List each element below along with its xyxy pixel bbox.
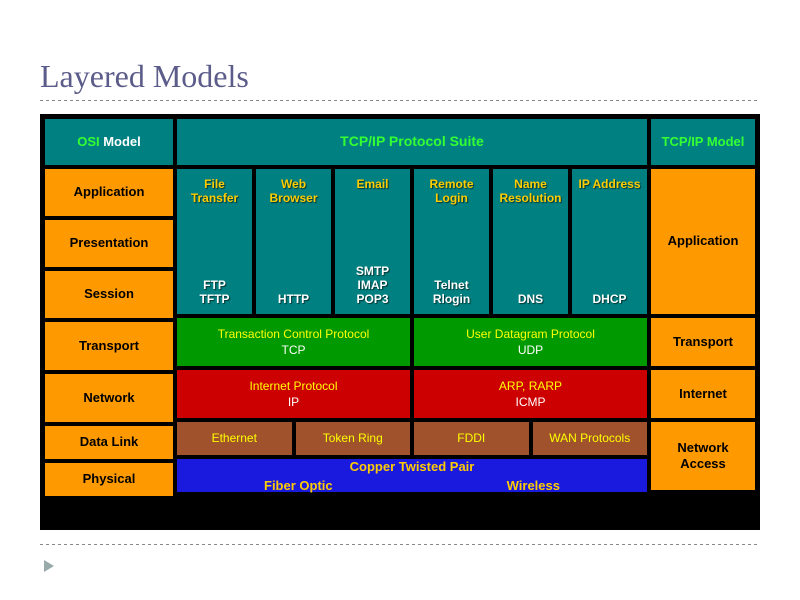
proto-ip-address: IP Address DHCP	[571, 168, 648, 315]
proto-token-ring: Token Ring	[295, 421, 412, 456]
tcpip-network-access: Network Access	[650, 421, 756, 491]
proto-ethernet: Ethernet	[176, 421, 293, 456]
suite-column: File Transfer FTP TFTP Web Browser HTTP …	[176, 168, 648, 526]
proto-email: Email SMTP IMAP POP3	[334, 168, 411, 315]
network-row: Internet Protocol IP ARP, RARP ICMP	[176, 369, 648, 419]
proto-remote-login: Remote Login Telnet Rlogin	[413, 168, 490, 315]
proto-fddi: FDDI	[413, 421, 530, 456]
proto-physical: Copper Twisted Pair Fiber Optic Wireless	[176, 458, 648, 493]
osi-column: Application Presentation Session Transpo…	[44, 168, 174, 526]
header-osi: OSI Model	[44, 118, 174, 166]
proto-udp: User Datagram Protocol UDP	[413, 317, 648, 367]
osi-presentation: Presentation	[44, 219, 174, 268]
tcpip-internet: Internet	[650, 369, 756, 419]
tcpip-column: Application Transport Internet Network A…	[650, 168, 756, 526]
divider-bottom	[40, 544, 760, 545]
transport-row: Transaction Control Protocol TCP User Da…	[176, 317, 648, 367]
tcpip-application: Application	[650, 168, 756, 315]
page-title: Layered Models	[40, 58, 249, 95]
osi-physical: Physical	[44, 462, 174, 497]
divider-top	[40, 100, 760, 101]
osi-datalink: Data Link	[44, 425, 174, 460]
app-protocol-row: File Transfer FTP TFTP Web Browser HTTP …	[176, 168, 648, 315]
proto-tcp: Transaction Control Protocol TCP	[176, 317, 411, 367]
osi-session: Session	[44, 270, 174, 319]
header-tcpip: TCP/IP Model	[650, 118, 756, 166]
osi-network: Network	[44, 373, 174, 423]
header-suite: TCP/IP Protocol Suite	[176, 118, 648, 166]
proto-name-resolution: Name Resolution DNS	[492, 168, 569, 315]
osi-application: Application	[44, 168, 174, 217]
osi-transport: Transport	[44, 321, 174, 371]
layered-models-diagram: OSI Model TCP/IP Protocol Suite TCP/IP M…	[40, 114, 760, 530]
proto-web-browser: Web Browser HTTP	[255, 168, 332, 315]
physical-row: Copper Twisted Pair Fiber Optic Wireless	[176, 458, 648, 493]
proto-file-transfer: File Transfer FTP TFTP	[176, 168, 253, 315]
proto-arp: ARP, RARP ICMP	[413, 369, 648, 419]
slide-arrow-icon	[44, 560, 54, 572]
datalink-row: Ethernet Token Ring FDDI WAN Protocols	[176, 421, 648, 456]
proto-ip: Internet Protocol IP	[176, 369, 411, 419]
tcpip-transport: Transport	[650, 317, 756, 367]
proto-wan: WAN Protocols	[532, 421, 649, 456]
